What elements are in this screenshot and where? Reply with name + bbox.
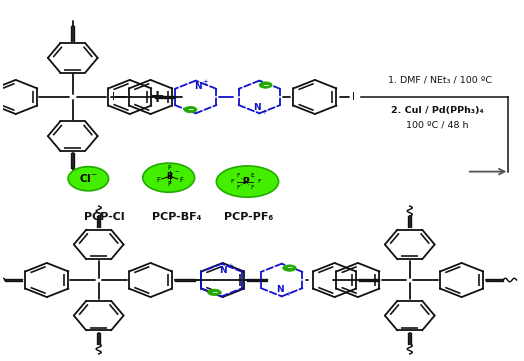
Text: F: F [157,177,160,183]
Text: P: P [242,177,249,186]
Text: PCP-PF₆: PCP-PF₆ [224,212,274,222]
Ellipse shape [184,106,197,113]
Text: I: I [112,92,115,102]
Ellipse shape [216,166,279,197]
Text: 2. CuI / Pd(PPh₃)₄: 2. CuI / Pd(PPh₃)₄ [390,106,483,115]
Text: −: − [286,264,293,273]
Text: F: F [237,173,241,178]
Text: PCP-Cl: PCP-Cl [83,212,124,222]
Text: +: + [285,291,291,297]
Text: Cl$^{-}$: Cl$^{-}$ [79,172,97,184]
Text: −: − [211,288,217,297]
Text: F: F [250,173,254,178]
Text: $^{-}$: $^{-}$ [250,174,256,180]
Text: F: F [250,185,254,190]
Text: $^{-}$: $^{-}$ [173,169,179,175]
Text: −: − [187,105,194,114]
Text: N: N [254,103,261,112]
Ellipse shape [68,167,108,191]
Ellipse shape [143,163,194,192]
Ellipse shape [259,82,272,88]
Text: N: N [276,285,284,294]
Text: PCP-BF₄: PCP-BF₄ [152,212,201,222]
Text: +: + [261,109,268,115]
Text: 100 ºC / 48 h: 100 ºC / 48 h [406,120,468,129]
Text: +: + [202,79,208,85]
Text: −: − [263,81,269,90]
Text: F: F [237,185,241,190]
Text: N: N [220,266,227,275]
Text: F: F [168,181,172,187]
Text: +: + [227,263,233,269]
Text: N: N [194,82,202,91]
Ellipse shape [208,289,221,296]
Text: F: F [168,165,172,171]
Text: F: F [257,179,261,184]
Text: B: B [167,172,173,181]
Text: +: + [149,88,163,106]
Text: F: F [230,179,234,184]
Text: F: F [179,177,183,183]
Text: 1. DMF / NEt₃ / 100 ºC: 1. DMF / NEt₃ / 100 ºC [388,75,492,84]
Ellipse shape [283,265,296,271]
Text: I: I [352,92,355,102]
